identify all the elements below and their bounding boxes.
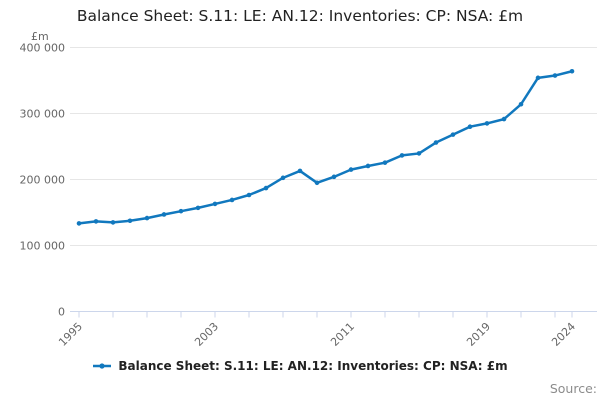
data-point-2014[interactable]: [399, 153, 405, 158]
x-axis-label-1995: 1995: [56, 320, 85, 349]
legend-series-label: Balance Sheet: S.11: LE: AN.12: Inventor…: [118, 359, 508, 373]
data-point-2001[interactable]: [178, 208, 184, 214]
data-point-2007[interactable]: [280, 175, 286, 181]
data-point-2012[interactable]: [365, 163, 371, 169]
data-point-1998[interactable]: [127, 218, 133, 224]
data-point-2020[interactable]: [501, 116, 507, 122]
legend-item[interactable]: Balance Sheet: S.11: LE: AN.12: Inventor…: [92, 359, 508, 373]
data-point-2006[interactable]: [263, 185, 269, 191]
data-point-2021[interactable]: [518, 101, 524, 107]
data-point-2000[interactable]: [161, 212, 167, 217]
y-axis-label-0: 0: [58, 306, 65, 319]
data-point-2015[interactable]: [416, 151, 422, 156]
source-credit: Source:: [549, 381, 597, 396]
data-point-2018[interactable]: [467, 124, 473, 129]
y-axis-unit-label: £m: [31, 30, 49, 43]
data-point-2009[interactable]: [314, 180, 320, 186]
data-point-2003[interactable]: [212, 201, 218, 207]
data-point-2010[interactable]: [331, 174, 337, 180]
plot-area: 0 100 000 200 000 300 000 400 000£m 1995 2003 2…: [20, 30, 597, 349]
chart-title: Balance Sheet: S.11: LE: AN.12: Inventor…: [76, 7, 524, 25]
data-point-1996[interactable]: [93, 219, 99, 224]
x-axis-label-2024: 2024: [549, 320, 578, 349]
x-axis-label-2019: 2019: [464, 320, 493, 349]
data-point-2022[interactable]: [535, 75, 541, 81]
data-point-2011[interactable]: [348, 167, 354, 172]
data-point-1997[interactable]: [110, 220, 116, 225]
data-point-2019[interactable]: [484, 121, 490, 126]
data-point-2017[interactable]: [450, 132, 456, 137]
y-axis-label-300000: 300 000: [20, 108, 66, 121]
data-point-2004[interactable]: [229, 197, 235, 203]
data-point-1999[interactable]: [144, 215, 150, 221]
data-point-2013[interactable]: [382, 160, 388, 165]
data-point-2005[interactable]: [246, 192, 252, 198]
legend-series-marker-icon: [93, 363, 112, 369]
data-point-2024[interactable]: [569, 68, 575, 74]
legend: Balance Sheet: S.11: LE: AN.12: Inventor…: [0, 359, 600, 373]
series-line[interactable]: [77, 70, 574, 225]
y-axis-label-400000: 400 000: [20, 42, 66, 55]
data-point-1995[interactable]: [76, 221, 82, 226]
x-axis-label-2003: 2003: [192, 320, 221, 349]
data-point-2008[interactable]: [297, 168, 303, 174]
y-axis-label-100000: 100 000: [20, 240, 66, 253]
data-point-2016[interactable]: [433, 140, 439, 145]
x-axis-label-2011: 2011: [328, 320, 357, 349]
y-axis-label-200000: 200 000: [20, 174, 66, 187]
data-point-2002[interactable]: [195, 205, 201, 211]
data-point-2023[interactable]: [552, 73, 558, 78]
